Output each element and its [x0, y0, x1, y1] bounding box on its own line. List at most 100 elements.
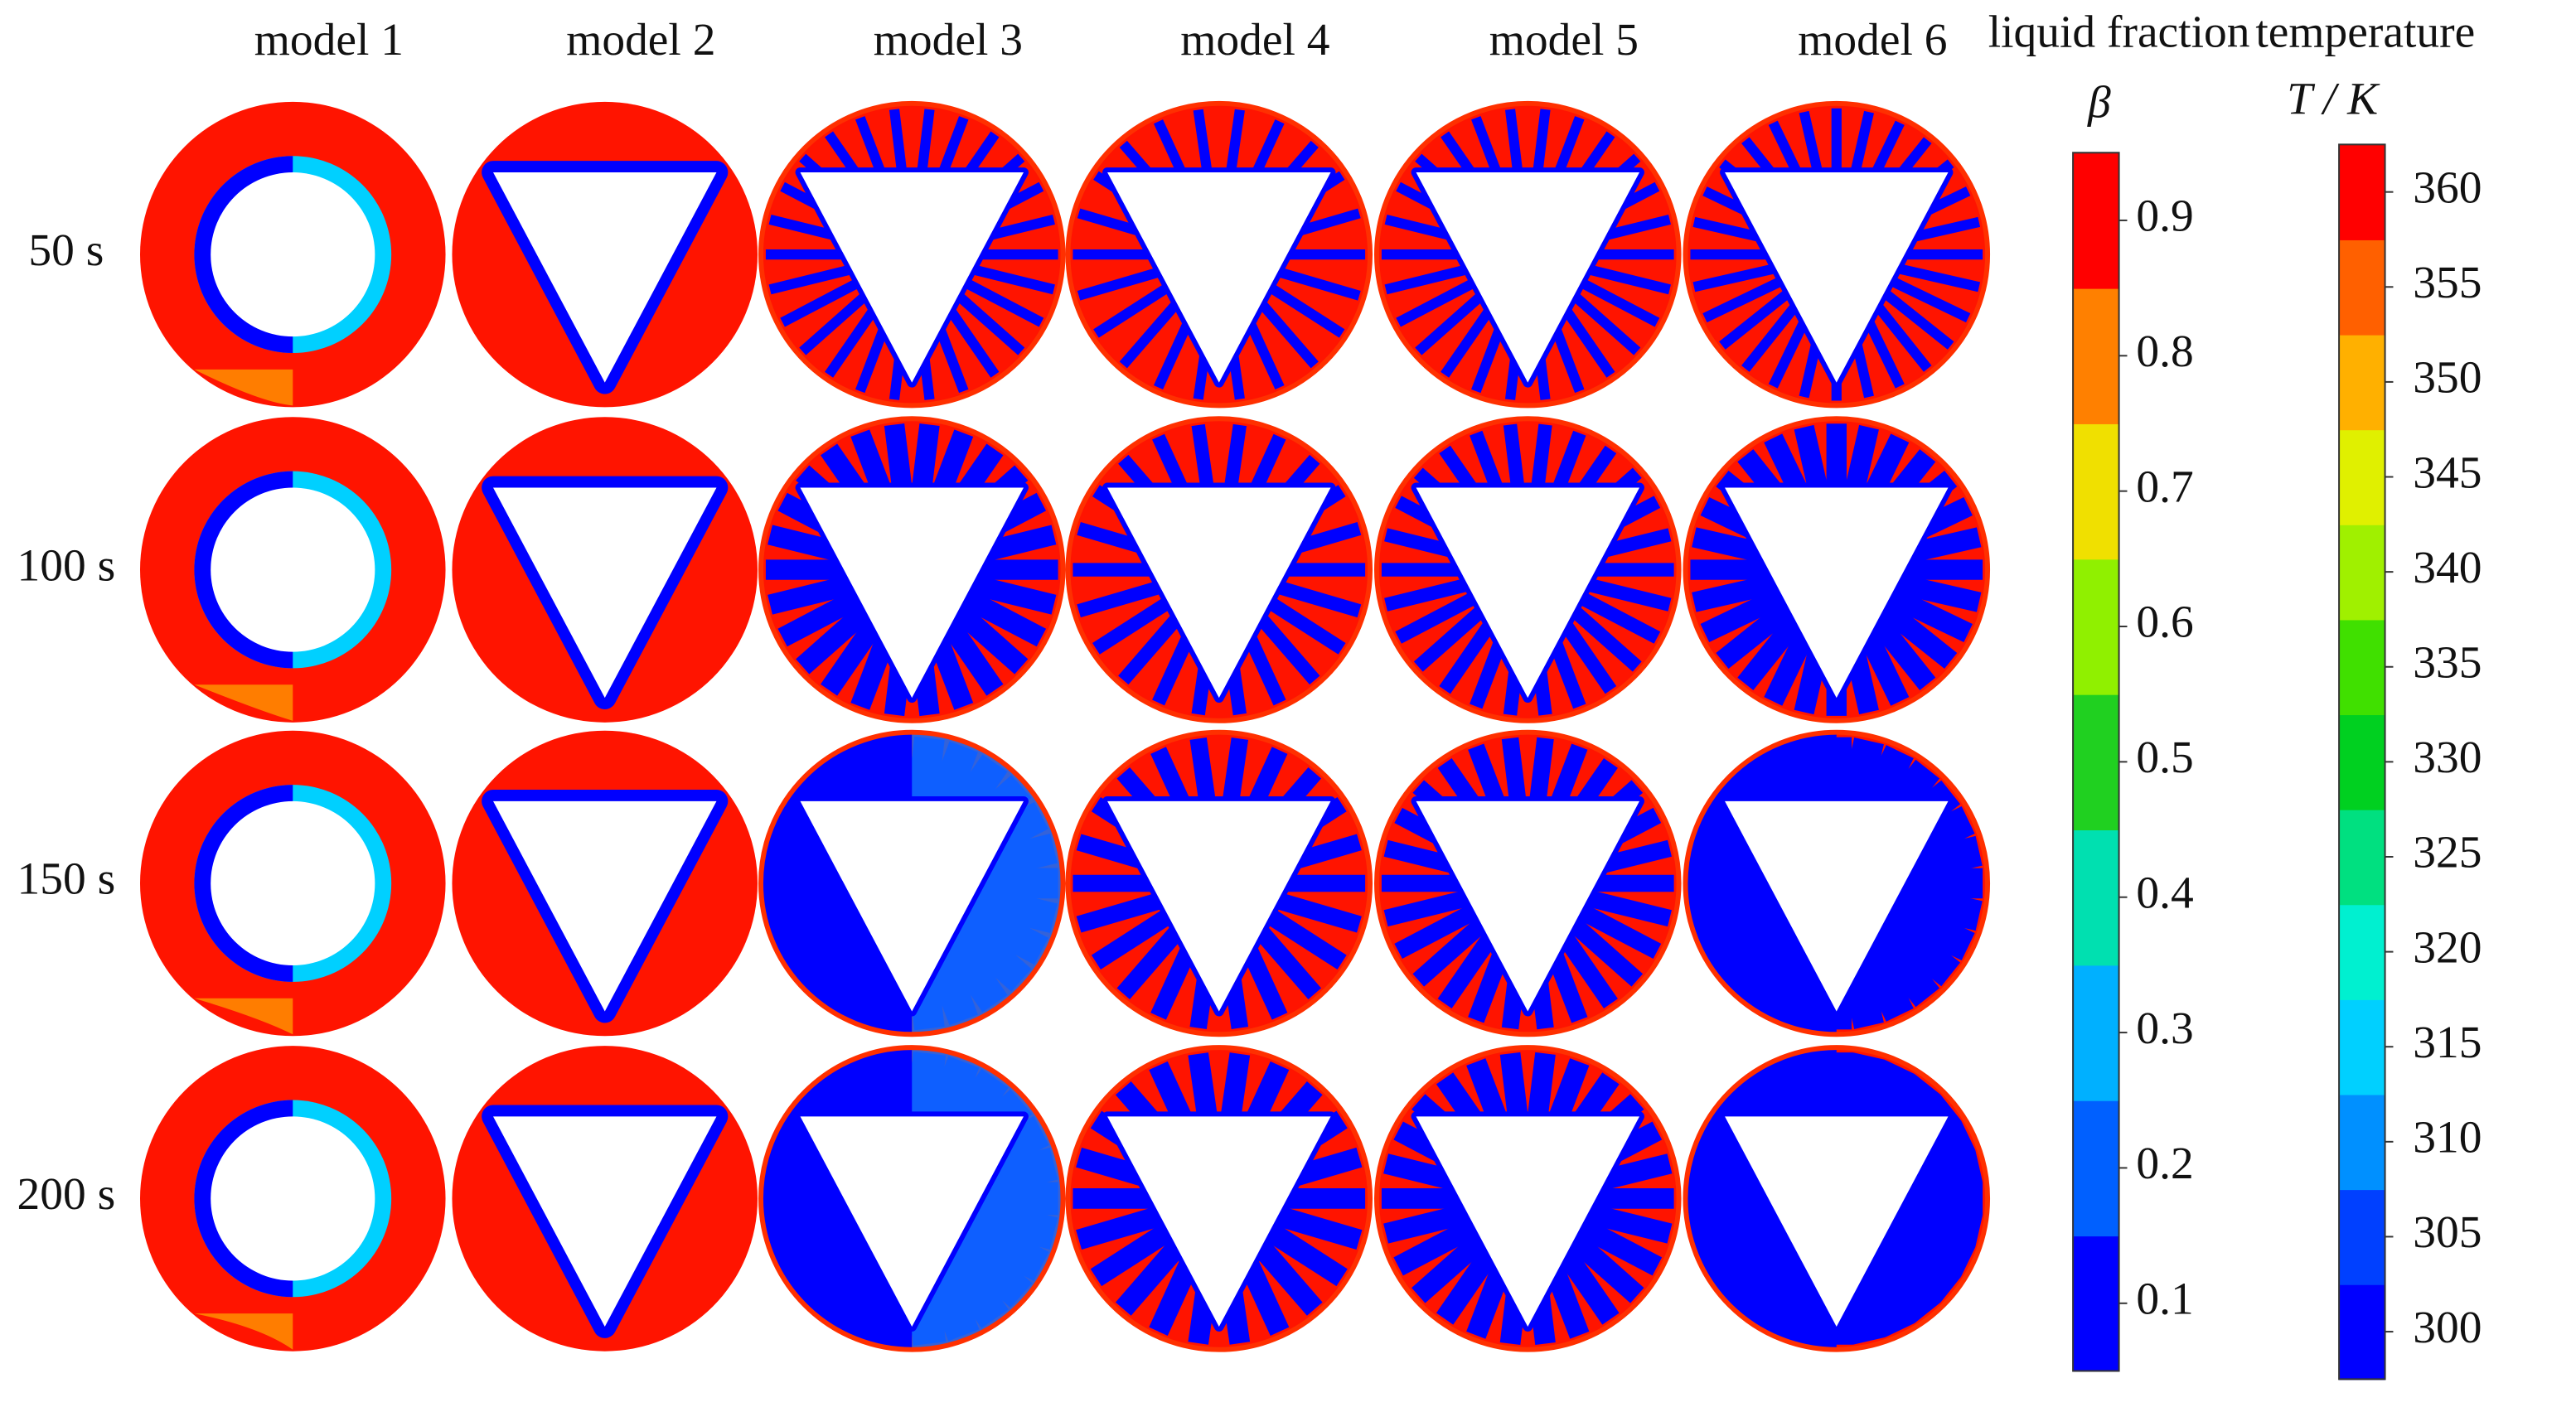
colorbar-tick-label: 325: [2413, 827, 2482, 878]
rim: [1374, 100, 1682, 409]
heat-source-fill: [493, 1116, 717, 1327]
contour-image: [758, 1045, 1066, 1352]
contour-image: [1683, 1045, 1991, 1352]
heat-source-fill: [1416, 172, 1640, 383]
rim: [758, 416, 1066, 723]
colorbar-band: [2339, 239, 2385, 336]
heat-source-fill: [1725, 1116, 1949, 1327]
heat-source-fill: [1107, 1116, 1331, 1327]
row-label: 50 s: [28, 225, 104, 275]
colorbar-band: [2073, 694, 2119, 831]
heat-source-fill: [1725, 172, 1949, 383]
contour-image: [758, 100, 1066, 409]
colorbar-tick-label: 0.5: [2136, 732, 2193, 782]
colorbar-tick-label: 320: [2413, 921, 2482, 972]
colorbar-tick-label: 0.2: [2136, 1138, 2193, 1188]
column-header: model 2: [566, 14, 715, 65]
colorbar-band: [2339, 714, 2385, 810]
heat-source-fill: [493, 800, 717, 1012]
colorbar-band: [2339, 999, 2385, 1095]
colorbar-band: [2339, 904, 2385, 1000]
tube: [211, 487, 375, 652]
heat-source-fill: [1107, 487, 1331, 699]
contour-image: [140, 730, 446, 1037]
colorbar-tick-label: 340: [2413, 542, 2482, 592]
colorbar-tick-label: 355: [2413, 257, 2482, 307]
colorbar-band: [2073, 965, 2119, 1101]
colorbar-band: [2339, 1284, 2385, 1381]
colorbar-symbol: β: [2087, 77, 2111, 128]
bottom-plume: [194, 1313, 293, 1350]
colorbar-band: [2339, 619, 2385, 716]
tube: [211, 1116, 375, 1281]
contour-image: [1374, 416, 1682, 723]
bottom-plume: [194, 369, 293, 406]
colorbar-band: [2339, 524, 2385, 621]
contour-image: [1374, 100, 1682, 409]
colorbar-tick-label: 0.1: [2136, 1274, 2193, 1324]
contour-image: [452, 101, 758, 408]
bottom-plume: [194, 684, 293, 721]
colorbar-tick-label: 330: [2413, 732, 2482, 782]
colorbar-tick-label: 335: [2413, 636, 2482, 687]
contour-image: [758, 416, 1066, 723]
colorbar-band: [2073, 1100, 2119, 1237]
bottom-plume: [194, 998, 293, 1035]
colorbar-band: [2073, 829, 2119, 966]
colorbar-title: temperature: [2255, 6, 2475, 56]
colorbar-tick-label: 300: [2413, 1302, 2482, 1352]
colorbar-tick-label: 360: [2413, 162, 2482, 212]
rim: [1374, 416, 1682, 723]
heat-source-fill: [1107, 800, 1331, 1012]
contour-image: [452, 730, 758, 1037]
colorbar-symbol: T / K: [2287, 74, 2380, 124]
colorbar-tick-label: 345: [2413, 447, 2482, 497]
colorbar-band: [2339, 334, 2385, 431]
rim: [758, 729, 1066, 1037]
contour-image: [1065, 729, 1373, 1037]
heat-source-fill: [1107, 172, 1331, 383]
colorbar-band: [2073, 1236, 2119, 1372]
heat-source-fill: [800, 172, 1024, 383]
rim: [758, 100, 1066, 409]
colorbar-tick-label: 305: [2413, 1206, 2482, 1257]
heat-source-fill: [800, 487, 1024, 699]
colorbar-title: liquid fraction: [1988, 6, 2250, 56]
colorbar-tick-label: 0.4: [2136, 867, 2193, 917]
heat-source-fill: [800, 1116, 1024, 1327]
colorbar-tick-label: 0.9: [2136, 191, 2193, 241]
column-header: model 4: [1180, 14, 1329, 65]
rim: [1374, 1045, 1682, 1352]
rim: [758, 1045, 1066, 1352]
rim: [1683, 100, 1991, 409]
heat-source-fill: [493, 172, 717, 383]
contour-image: [452, 417, 758, 723]
contour-image: [1065, 1045, 1373, 1352]
colorbar-tick-label: 310: [2413, 1112, 2482, 1163]
rim: [1065, 416, 1373, 723]
tube: [211, 172, 375, 337]
heat-source-fill: [1416, 1116, 1640, 1327]
colorbar-tick-label: 315: [2413, 1017, 2482, 1067]
contour-image: [1374, 1045, 1682, 1352]
contour-image: [758, 729, 1066, 1037]
heat-source-fill: [1416, 800, 1640, 1012]
contour-image: [1065, 416, 1373, 723]
colorbar-tick-label: 0.8: [2136, 326, 2193, 376]
contour-image: [1683, 100, 1991, 409]
colorbar-band: [2339, 429, 2385, 525]
rim: [1683, 416, 1991, 723]
colorbar-tick-label: 0.3: [2136, 1003, 2193, 1053]
rim: [1065, 100, 1373, 409]
colorbar-band: [2073, 288, 2119, 424]
colorbar-band: [2339, 1189, 2385, 1285]
colorbar-tick-label: 0.7: [2136, 461, 2193, 511]
column-header: model 3: [874, 14, 1023, 65]
heat-source-fill: [1725, 800, 1949, 1012]
tube: [211, 800, 375, 966]
heat-source-fill: [1416, 487, 1640, 699]
colorbar-band: [2339, 809, 2385, 906]
column-header: model 6: [1798, 14, 1947, 65]
colorbar-tick-label: 350: [2413, 352, 2482, 403]
